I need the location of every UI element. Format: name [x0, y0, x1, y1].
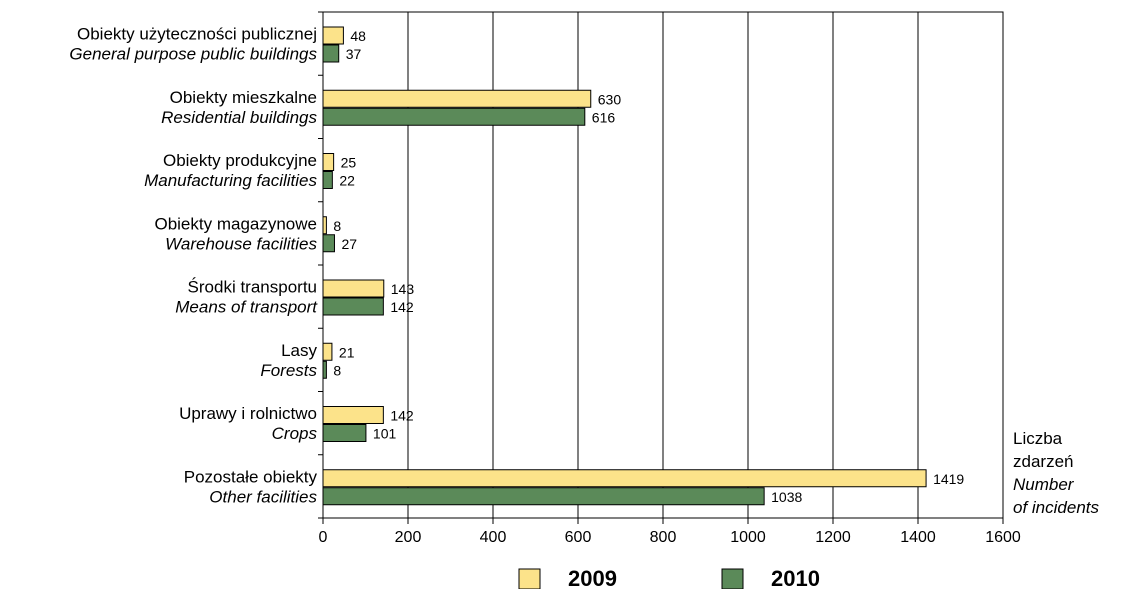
category-label-en: Crops [272, 424, 318, 443]
bar-2009 [322, 153, 335, 171]
category-label-en: Other facilities [209, 487, 317, 506]
bar-2009 [322, 406, 384, 424]
data-label-2010: 22 [339, 173, 355, 189]
x-tick-label: 1600 [985, 529, 1021, 546]
bar-2010 [322, 360, 327, 379]
category-label-pl: Uprawy i rolnictwo [179, 404, 317, 423]
data-label-2010: 101 [373, 426, 397, 442]
axis-title-line: of incidents [1013, 498, 1099, 517]
category-label-pl: Pozostałe obiekty [184, 467, 318, 486]
legend-label-2009: 2009 [568, 566, 617, 589]
bar-2009 [322, 342, 333, 361]
bar-2010 [322, 297, 384, 316]
category-label-pl: Środki transportu [188, 278, 317, 297]
bar-2009 [322, 469, 927, 488]
bar-2009 [322, 26, 344, 45]
data-label-2009: 143 [391, 281, 415, 297]
x-tick-label: 400 [480, 529, 507, 546]
legend-swatch-2010 [721, 568, 744, 589]
data-label-2010: 27 [341, 236, 357, 252]
category-label-en: Means of transport [175, 298, 318, 317]
axis-title-line: zdarzeń [1013, 452, 1073, 471]
category-label-en: General purpose public buildings [69, 45, 317, 64]
category-label-en: Forests [260, 361, 317, 380]
category-label-pl: Obiekty mieszkalne [170, 88, 317, 107]
data-label-2010: 616 [592, 109, 616, 125]
category-label-en: Residential buildings [161, 108, 317, 127]
data-label-2009: 8 [333, 218, 341, 234]
category-label-pl: Obiekty magazynowe [154, 214, 317, 233]
legend-swatch-2009 [518, 568, 541, 589]
data-label-2009: 21 [339, 344, 355, 360]
data-label-2010: 8 [333, 362, 341, 378]
bar-2009 [322, 279, 385, 298]
x-tick-label: 1200 [815, 529, 851, 546]
x-tick-label: 1400 [900, 529, 936, 546]
x-tick-label: 200 [395, 529, 422, 546]
data-label-2009: 25 [341, 155, 357, 171]
data-label-2009: 630 [598, 91, 622, 107]
x-tick-label: 0 [319, 529, 328, 546]
data-label-2009: 48 [350, 28, 366, 44]
bar-2009 [322, 216, 327, 235]
bar-2010 [322, 107, 586, 126]
data-label-2010: 1038 [771, 489, 802, 505]
bar-2010 [322, 424, 367, 442]
data-label-2010: 37 [346, 46, 362, 62]
bar-2010 [322, 487, 765, 506]
category-label-pl: Obiekty produkcyjne [163, 151, 317, 170]
axis-title-line: Number [1013, 475, 1075, 494]
category-label-en: Manufacturing facilities [144, 171, 317, 190]
legend-label-2010: 2010 [771, 566, 820, 589]
bar-2010 [322, 171, 333, 189]
bar-2010 [322, 44, 340, 63]
x-tick-label: 800 [650, 529, 677, 546]
data-label-2009: 142 [390, 408, 414, 424]
category-label-pl: Lasy [281, 341, 317, 360]
category-label-en: Warehouse facilities [165, 234, 317, 253]
x-tick-label: 600 [565, 529, 592, 546]
x-tick-label: 1000 [730, 529, 766, 546]
axis-title-line: Liczba [1013, 429, 1063, 448]
category-label-pl: Obiekty użyteczności publicznej [77, 25, 317, 44]
data-label-2010: 142 [390, 299, 414, 315]
bar-2009 [322, 89, 592, 108]
bar-2010 [322, 234, 335, 253]
data-label-2009: 1419 [933, 471, 964, 487]
